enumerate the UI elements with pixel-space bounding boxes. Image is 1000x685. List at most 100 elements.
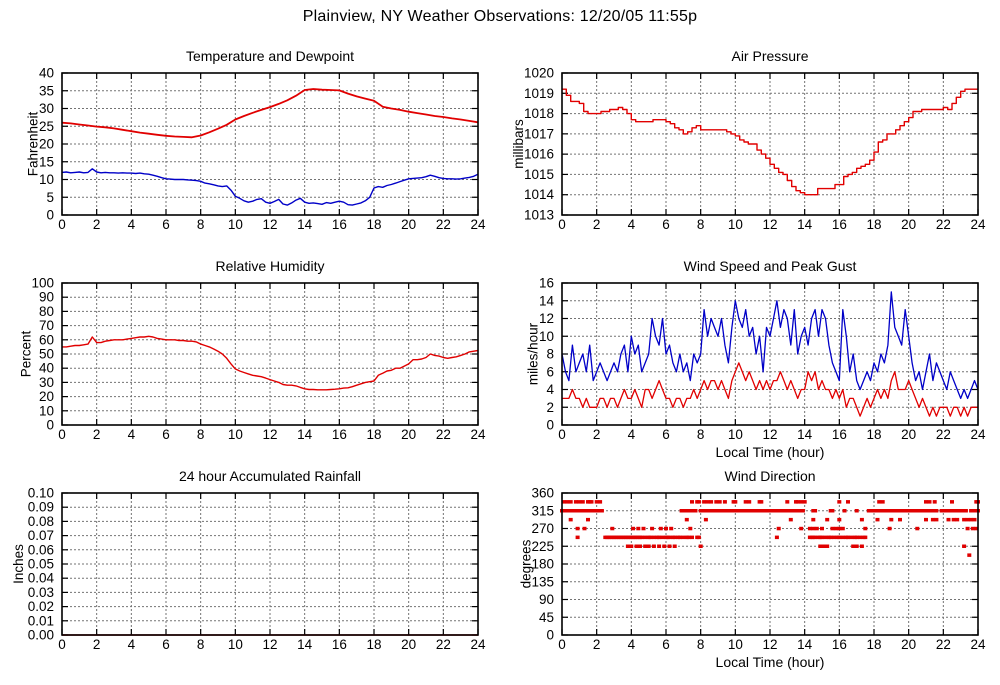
direction-point <box>948 509 953 513</box>
y-tick-label: 90 <box>539 592 554 607</box>
y-tick-label: 8 <box>546 347 554 362</box>
direction-point <box>646 544 651 548</box>
chart-title: Wind Speed and Peak Gust <box>684 258 857 274</box>
chart-air-pressure: 0 2 4 6 8 10 12 14 16 18 20 22 24 1013 1014 1015 1016 101… <box>500 45 1000 260</box>
direction-point <box>854 544 859 548</box>
direction-point <box>598 500 603 504</box>
y-tick-label: 20 <box>39 137 54 152</box>
y-axis-label: millibars <box>511 119 526 169</box>
y-tick-label: 12 <box>539 311 554 326</box>
series-direction <box>560 500 980 557</box>
direction-point <box>733 500 738 504</box>
direction-point <box>696 500 701 504</box>
direction-point <box>690 500 694 504</box>
y-axis-label: Fahrenheit <box>26 111 41 176</box>
direction-point <box>579 509 584 513</box>
direction-point <box>785 500 790 504</box>
direction-point <box>669 526 674 531</box>
direction-point <box>965 526 970 531</box>
direction-point <box>828 535 833 540</box>
x-tick-label: 4 <box>628 217 636 232</box>
direction-point <box>580 500 585 504</box>
x-tick-label: 18 <box>866 427 881 442</box>
y-tick-label: 10 <box>539 329 554 344</box>
y-tick-label: 0.09 <box>28 500 54 515</box>
direction-point <box>951 509 956 513</box>
direction-point <box>962 517 967 522</box>
direction-point <box>638 544 642 548</box>
direction-point <box>878 509 883 513</box>
direction-point <box>781 509 786 513</box>
direction-point <box>672 535 677 540</box>
direction-point <box>833 526 838 531</box>
direction-point <box>743 500 748 504</box>
direction-point <box>688 526 693 531</box>
y-tick-label: 16 <box>539 276 554 291</box>
direction-point <box>643 535 648 540</box>
x-tick-label: 24 <box>470 427 486 442</box>
x-tick-label: 16 <box>332 427 347 442</box>
direction-point <box>625 544 630 548</box>
x-tick-label: 8 <box>697 427 705 442</box>
direction-point <box>774 535 779 540</box>
direction-point <box>776 526 781 531</box>
direction-point <box>889 517 894 522</box>
direction-point <box>795 500 800 504</box>
direction-point <box>842 509 847 513</box>
chart-accumulated-rainfall: 0 2 4 6 8 10 12 14 16 18 20 22 24 0.00 0.01 0.02 0.03 0.0… <box>0 465 500 680</box>
direction-point <box>799 526 804 531</box>
x-tick-label: 20 <box>401 637 416 652</box>
direction-point <box>972 509 977 513</box>
x-tick-label: 20 <box>901 637 916 652</box>
direction-point <box>651 535 656 540</box>
direction-point <box>702 500 707 504</box>
y-tick-label: 315 <box>531 503 554 518</box>
direction-point <box>582 509 587 513</box>
y-tick-label: 60 <box>39 332 54 347</box>
direction-point <box>820 526 824 531</box>
direction-point <box>747 509 752 513</box>
chart-temperature-dewpoint: 0 2 4 6 8 10 12 14 16 18 20 22 24 0 5 10 15 20 25 30 35 40 Tem… <box>0 45 500 260</box>
x-tick-label: 20 <box>901 427 916 442</box>
direction-point <box>811 517 816 522</box>
direction-point <box>759 509 764 513</box>
x-tick-label: 8 <box>697 217 705 232</box>
direction-point <box>709 500 714 504</box>
direction-point <box>934 509 939 513</box>
direction-point <box>582 526 587 531</box>
direction-point <box>830 526 835 531</box>
x-tick-label: 18 <box>366 217 381 232</box>
direction-point <box>915 526 920 531</box>
direction-point <box>889 509 894 513</box>
y-tick-label: 70 <box>39 318 54 333</box>
direction-point <box>807 526 812 531</box>
x-tick-label: 6 <box>162 217 170 232</box>
direction-point <box>924 517 928 522</box>
direction-point <box>932 500 937 504</box>
direction-point <box>974 526 979 531</box>
direction-point <box>930 517 935 522</box>
direction-point <box>703 509 707 513</box>
direction-point <box>821 544 826 548</box>
x-tick-label: 4 <box>628 427 636 442</box>
x-tick-label: 24 <box>470 217 486 232</box>
y-tick-label: 40 <box>39 361 54 376</box>
x-tick-label: 14 <box>297 217 313 232</box>
direction-point <box>924 500 928 504</box>
series-humidity <box>62 335 479 391</box>
x-tick-label: 24 <box>970 427 986 442</box>
y-tick-label: 2 <box>546 400 554 415</box>
x-tick-label: 18 <box>866 217 881 232</box>
direction-point <box>837 535 842 540</box>
direction-point <box>840 535 845 540</box>
y-tick-label: 4 <box>546 382 554 397</box>
y-axis-label: Percent <box>18 330 33 377</box>
direction-point <box>693 509 698 513</box>
x-tick-label: 10 <box>228 217 243 232</box>
x-tick-label: 18 <box>366 427 381 442</box>
x-tick-label: 12 <box>262 217 277 232</box>
direction-point <box>681 535 686 540</box>
direction-point <box>712 509 717 513</box>
direction-point <box>830 509 835 513</box>
direction-point <box>651 544 656 548</box>
